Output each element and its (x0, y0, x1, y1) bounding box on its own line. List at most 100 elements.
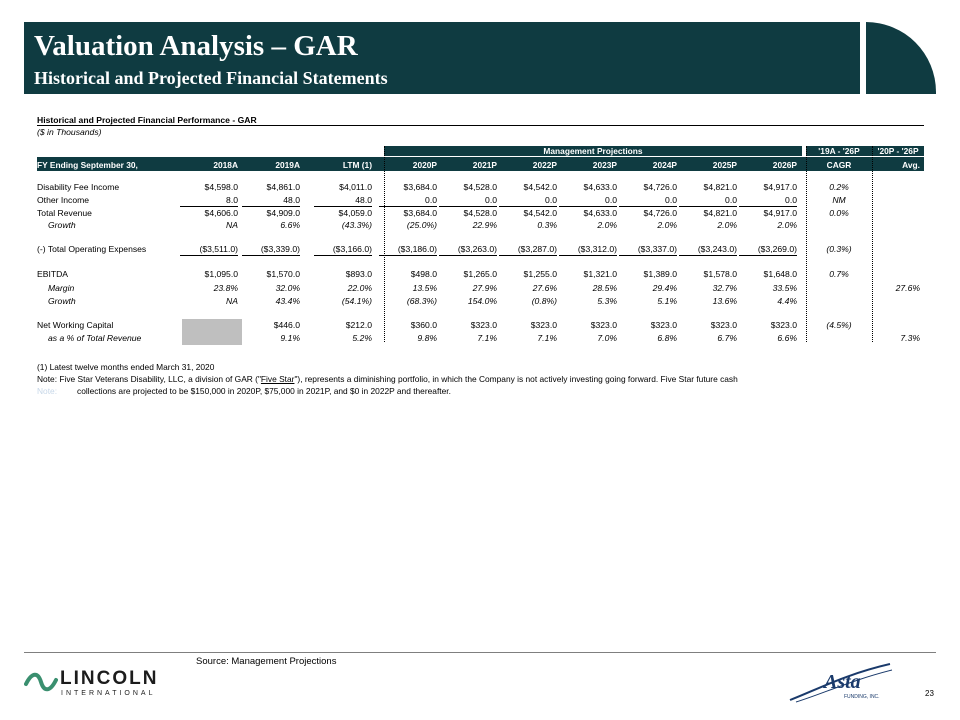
table-cell: 29.4% (652, 283, 677, 293)
table-cell: $1,570.0 (266, 269, 300, 279)
table-cell: $323.0 (710, 320, 737, 330)
table-cell: 48.0 (242, 195, 300, 207)
table-title-rule (37, 125, 924, 126)
table-cell: 8.0 (180, 195, 238, 207)
table-cell: ($3,511.0) (180, 244, 238, 256)
cagr-cell: NM (832, 195, 846, 205)
footnote-five-star: Note: Five Star Veterans Disability, LLC… (37, 374, 738, 384)
column-header: 2025P (712, 160, 737, 170)
row-label: EBITDA (37, 269, 69, 279)
cagr-cell: 0.2% (829, 182, 849, 192)
asta-funding-logo: Asta FUNDING, INC. (786, 660, 896, 706)
column-header: 2019A (275, 160, 300, 170)
table-cell: 0.0 (679, 195, 737, 207)
table-cell: $4,917.0 (763, 182, 797, 192)
avg-header: Avg. (902, 160, 920, 170)
table-cell: NA (226, 296, 238, 306)
table-cell: 6.6% (777, 333, 797, 343)
table-cell: NA (226, 220, 238, 230)
source-note: Source: Management Projections (196, 656, 337, 667)
table-cell: 9.8% (417, 333, 437, 343)
table-cell: $323.0 (470, 320, 497, 330)
table-title: Historical and Projected Financial Perfo… (37, 115, 257, 125)
table-cell: ($3,337.0) (619, 244, 677, 256)
table-units: ($ in Thousands) (37, 127, 102, 137)
table-cell: $1,095.0 (204, 269, 238, 279)
table-cell: 7.1% (477, 333, 497, 343)
asta-swoosh-icon: Asta FUNDING, INC. (789, 663, 893, 703)
lincoln-wave-icon (24, 672, 58, 692)
footnote-five-star-line2: collections are projected to be $150,000… (77, 386, 451, 396)
column-divider (384, 146, 385, 342)
table-cell: $893.0 (345, 269, 372, 279)
table-cell: 43.4% (275, 296, 300, 306)
column-header: 2022P (532, 160, 557, 170)
table-cell: 6.8% (657, 333, 677, 343)
cagr-cell: (4.5%) (826, 320, 852, 330)
column-header: LTM (1) (342, 160, 372, 170)
table-cell: 0.0 (739, 195, 797, 207)
lincoln-wordmark: LINCOLN (60, 668, 159, 689)
table-cell: 0.3% (537, 220, 557, 230)
table-cell: 28.5% (592, 283, 617, 293)
table-cell: $3,684.0 (403, 182, 437, 192)
table-cell: (43.3%) (341, 220, 372, 230)
avg-cell: 27.6% (895, 283, 920, 293)
row-label: Disability Fee Income (37, 182, 120, 192)
table-cell: 0.0 (499, 195, 557, 207)
table-cell: 4.4% (777, 296, 797, 306)
column-header: 2026P (772, 160, 797, 170)
table-cell: 7.0% (597, 333, 617, 343)
row-label: (-) Total Operating Expenses (37, 244, 147, 254)
table-cell: 5.3% (597, 296, 617, 306)
lincoln-subtitle: INTERNATIONAL (61, 690, 156, 697)
row-label: Growth (48, 296, 76, 306)
table-cell: $4,528.0 (463, 182, 497, 192)
table-cell: ($3,312.0) (559, 244, 617, 256)
table-cell: $4,726.0 (643, 208, 677, 218)
table-cell: $4,011.0 (339, 182, 372, 192)
table-cell: $4,821.0 (703, 182, 737, 192)
table-cell: $498.0 (410, 269, 437, 279)
table-cell: $1,255.0 (523, 269, 557, 279)
table-cell: $212.0 (345, 320, 372, 330)
table-cell: 154.0% (467, 296, 497, 306)
page-title: Valuation Analysis – GAR (34, 30, 358, 62)
table-cell: $4,917.0 (763, 208, 797, 218)
table-cell: 32.0% (275, 283, 300, 293)
avg-cell: 7.3% (900, 333, 920, 343)
table-cell: 6.7% (717, 333, 737, 343)
table-cell: 13.5% (412, 283, 437, 293)
row-label: as a % of Total Revenue (48, 333, 142, 343)
table-cell: $4,598.0 (204, 182, 238, 192)
table-cell: 9.1% (280, 333, 300, 343)
table-cell: $1,578.0 (703, 269, 737, 279)
table-cell: $446.0 (273, 320, 300, 330)
table-cell: 2.0% (777, 220, 797, 230)
table-cell: 23.8% (213, 283, 238, 293)
column-divider (872, 146, 873, 342)
table-cell: $1,321.0 (583, 269, 617, 279)
column-divider (806, 146, 807, 342)
row-label: Other Income (37, 195, 90, 205)
footnote-ltm: (1) Latest twelve months ended March 31,… (37, 362, 215, 372)
row-label-header: FY Ending September 30, (37, 160, 138, 170)
band-management-projections: Management Projections (384, 146, 802, 156)
table-cell: 48.0 (314, 195, 372, 207)
table-cell: $4,909.0 (266, 208, 300, 218)
table-cell: $1,648.0 (763, 269, 797, 279)
table-cell: 32.7% (712, 283, 737, 293)
column-header: 2018A (213, 160, 238, 170)
cagr-cell: (0.3%) (826, 244, 852, 254)
cagr-cell: 0.7% (829, 269, 849, 279)
table-cell: 22.9% (472, 220, 497, 230)
table-cell: $323.0 (650, 320, 677, 330)
header-corner-decoration (866, 22, 936, 94)
table-cell: 5.1% (657, 296, 677, 306)
note-text-part: "), represents a diminishing portfolio, … (294, 374, 738, 384)
table-cell: ($3,287.0) (499, 244, 557, 256)
cagr-cell: 0.0% (829, 208, 849, 218)
column-header: 2024P (652, 160, 677, 170)
lincoln-international-logo: LINCOLN INTERNATIONAL (24, 668, 174, 700)
table-cell: $4,542.0 (523, 182, 557, 192)
